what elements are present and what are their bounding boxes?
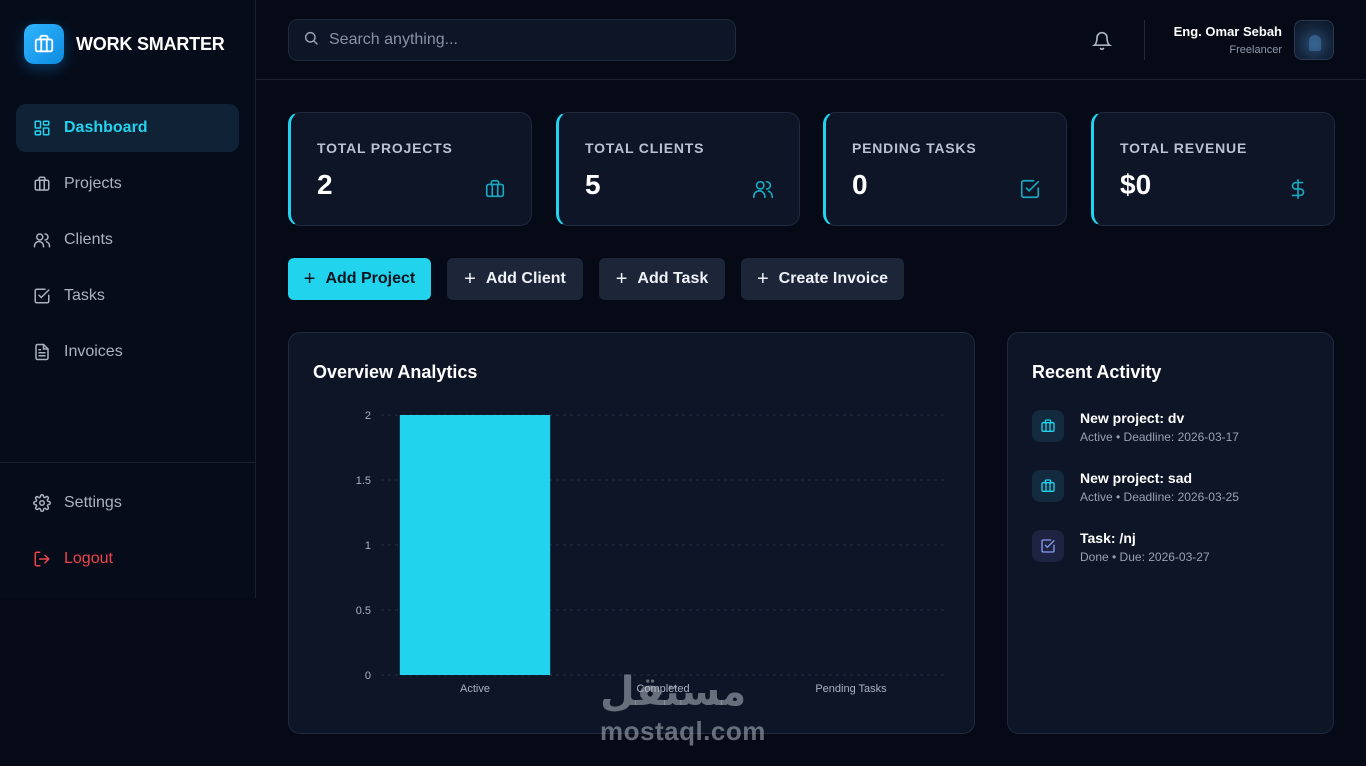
stat-label: TOTAL PROJECTS xyxy=(317,140,453,156)
add-client-button[interactable]: + Add Client xyxy=(447,258,583,300)
sidebar-item-clients[interactable]: Clients xyxy=(16,216,239,264)
user-info[interactable]: Eng. Omar Sebah Freelancer xyxy=(1174,24,1282,56)
y-tick-label: 0.5 xyxy=(356,605,371,617)
stat-label: TOTAL REVENUE xyxy=(1120,140,1248,156)
sidebar-item-invoices[interactable]: Invoices xyxy=(16,328,239,376)
activity-title: New project: sad xyxy=(1080,470,1193,486)
topbar-divider xyxy=(1144,20,1145,60)
plus-icon: + xyxy=(756,268,769,290)
watermark: مستقل mostaql.com xyxy=(600,672,800,747)
stat-card-tasks: PENDING TASKS 0 xyxy=(823,112,1067,226)
topbar: Eng. Omar Sebah Freelancer xyxy=(256,0,1366,80)
recent-activity-panel: Recent Activity New project: dv Active •… xyxy=(1007,332,1334,734)
check-square-icon xyxy=(1018,177,1042,201)
plus-icon: + xyxy=(615,268,628,290)
sidebar-item-logout[interactable]: Logout xyxy=(16,535,239,583)
button-label: Create Invoice xyxy=(778,270,889,287)
stat-card-projects: TOTAL PROJECTS 2 xyxy=(288,112,532,226)
activity-meta: Active • Deadline: 2026-03-17 xyxy=(1080,430,1239,444)
sidebar-item-label: Projects xyxy=(64,175,122,192)
sidebar-item-label: Tasks xyxy=(64,287,105,304)
gear-icon xyxy=(32,493,52,513)
bar-active xyxy=(399,415,551,675)
y-tick-label: 1.5 xyxy=(356,475,371,487)
sidebar-item-settings[interactable]: Settings xyxy=(16,479,239,527)
watermark-arabic: مستقل xyxy=(600,669,747,715)
bar-chart: 0 0.5 1 1.5 2 Active Completed Pending Tasks xyxy=(356,410,945,695)
search-icon xyxy=(303,30,319,51)
sidebar: WORK SMARTER Dashboard Projects Clients … xyxy=(0,0,256,598)
create-invoice-button[interactable]: + Create Invoice xyxy=(741,258,904,300)
briefcase-icon xyxy=(1032,470,1064,502)
bell-icon[interactable] xyxy=(1090,29,1114,53)
stat-value: $0 xyxy=(1120,169,1152,200)
activity-title: New project: dv xyxy=(1080,410,1185,426)
y-tick-label: 2 xyxy=(365,410,371,422)
activity-meta: Done • Due: 2026-03-27 xyxy=(1080,550,1210,564)
sidebar-item-label: Logout xyxy=(64,550,113,567)
y-tick-label: 0 xyxy=(365,670,371,682)
sidebar-item-label: Settings xyxy=(64,494,122,511)
sidebar-item-label: Clients xyxy=(64,231,113,248)
sidebar-nav: Dashboard Projects Clients Tasks Invoice… xyxy=(16,104,239,384)
avatar[interactable] xyxy=(1294,20,1334,60)
file-text-icon xyxy=(32,342,52,362)
stat-card-clients: TOTAL CLIENTS 5 xyxy=(556,112,800,226)
user-name: Eng. Omar Sebah xyxy=(1173,24,1282,39)
logout-icon xyxy=(32,549,52,569)
briefcase-icon xyxy=(483,177,507,201)
plus-icon: + xyxy=(303,268,316,290)
y-tick-label: 1 xyxy=(365,540,371,552)
activity-meta: Active • Deadline: 2026-03-25 xyxy=(1080,490,1239,504)
brand-name: WORK SMARTER xyxy=(76,33,225,54)
stat-label: PENDING TASKS xyxy=(852,140,977,156)
button-label: Add Client xyxy=(485,270,566,287)
briefcase-icon xyxy=(32,174,52,194)
check-square-icon xyxy=(1032,530,1064,562)
activity-item[interactable]: New project: sad Active • Deadline: 2026… xyxy=(1032,470,1312,514)
sidebar-item-label: Invoices xyxy=(64,343,123,360)
users-icon xyxy=(751,177,775,201)
stat-value: 5 xyxy=(585,169,601,200)
users-icon xyxy=(32,230,52,250)
sidebar-item-tasks[interactable]: Tasks xyxy=(16,272,239,320)
activity-title: Task: /nj xyxy=(1080,530,1136,546)
stat-value: 2 xyxy=(317,169,333,200)
stat-value: 0 xyxy=(852,169,868,200)
dollar-icon xyxy=(1286,177,1310,201)
button-label: Add Task xyxy=(637,270,709,287)
briefcase-logo-icon xyxy=(24,24,64,64)
sidebar-bottom-nav: Settings Logout xyxy=(16,479,239,591)
add-project-button[interactable]: + Add Project xyxy=(288,258,431,300)
analytics-panel: Overview Analytics 0 0.5 1 1.5 2 Active Comple… xyxy=(288,332,975,734)
x-tick-label: Active xyxy=(460,683,490,695)
check-square-icon xyxy=(32,286,52,306)
watermark-latin: mostaql.com xyxy=(600,716,766,746)
briefcase-icon xyxy=(1032,410,1064,442)
x-tick-label: Pending Tasks xyxy=(815,683,887,695)
sidebar-item-dashboard[interactable]: Dashboard xyxy=(16,104,239,152)
activity-item[interactable]: Task: /nj Done • Due: 2026-03-27 xyxy=(1032,530,1312,574)
sidebar-item-label: Dashboard xyxy=(64,119,148,136)
x-tick-label: Completed xyxy=(636,683,689,695)
dashboard-grid-icon xyxy=(32,118,52,138)
add-task-button[interactable]: + Add Task xyxy=(599,258,725,300)
analytics-title: Overview Analytics xyxy=(313,362,478,382)
button-label: Add Project xyxy=(325,270,416,287)
stat-label: TOTAL CLIENTS xyxy=(585,140,705,156)
user-role: Freelancer xyxy=(1229,44,1282,56)
stat-card-revenue: TOTAL REVENUE $0 xyxy=(1091,112,1335,226)
search-input[interactable] xyxy=(329,31,709,49)
activity-item[interactable]: New project: dv Active • Deadline: 2026-… xyxy=(1032,410,1312,454)
recent-activity-title: Recent Activity xyxy=(1032,362,1162,382)
search-box[interactable] xyxy=(288,19,736,61)
sidebar-divider xyxy=(0,462,256,463)
sidebar-item-projects[interactable]: Projects xyxy=(16,160,239,208)
plus-icon: + xyxy=(464,268,476,290)
brand[interactable]: WORK SMARTER xyxy=(24,24,225,64)
